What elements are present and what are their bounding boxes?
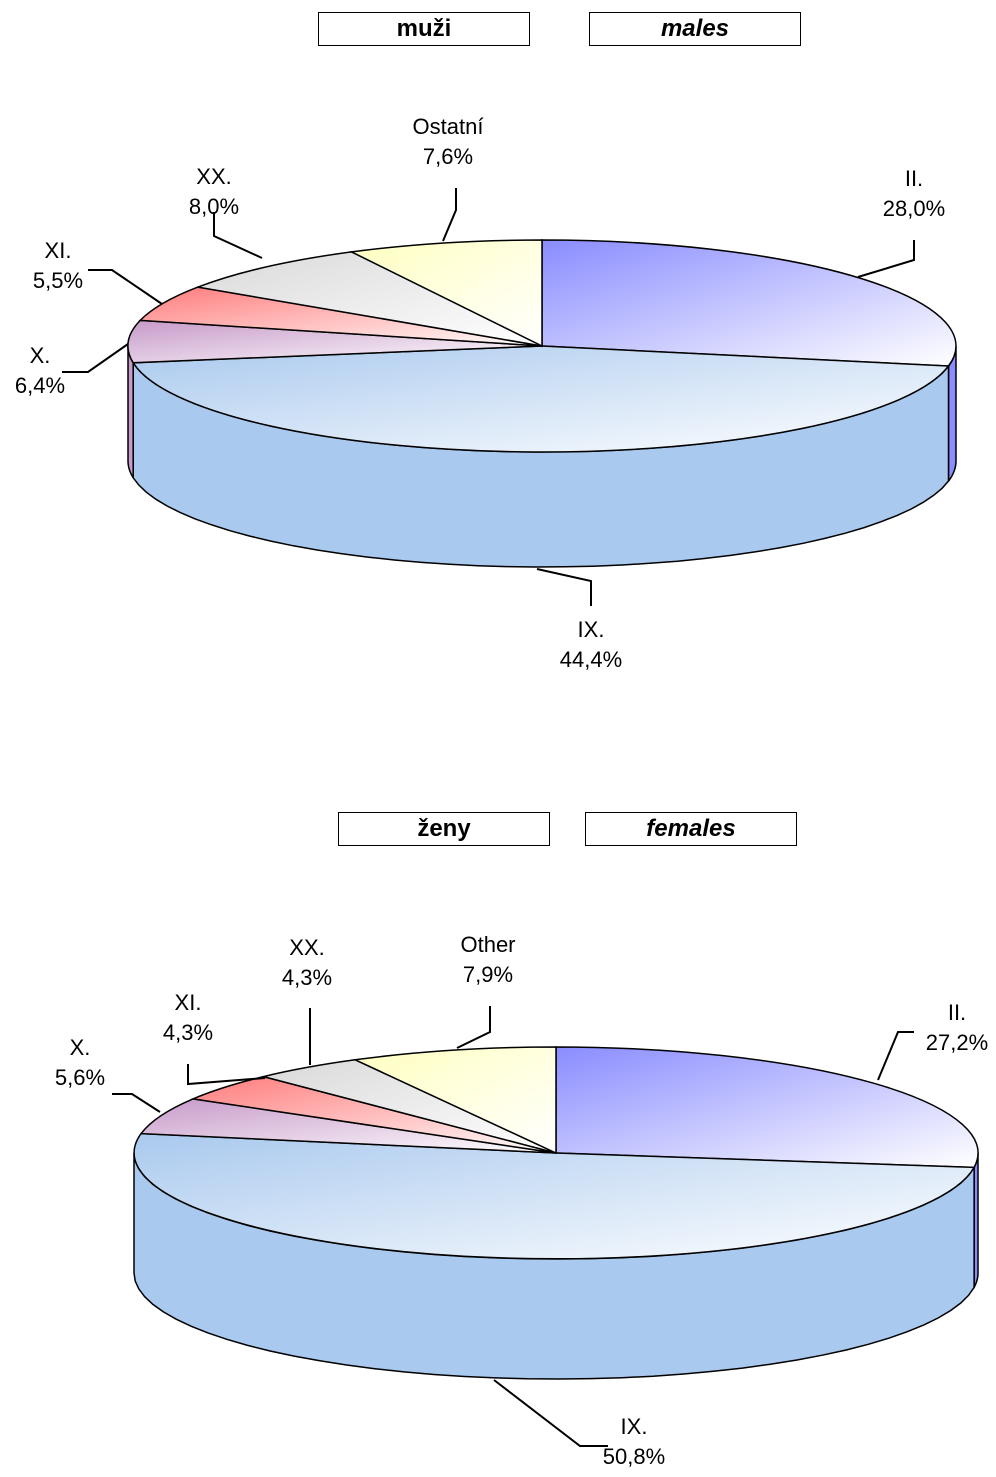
slice-label: XI. [175,990,202,1015]
slice-value-label: 5,6% [55,1065,105,1090]
leader-line [877,1031,914,1081]
pie-slice-x [139,1098,557,1154]
pie-slice-xi [138,286,543,347]
slice-value-label: 44,4% [560,647,622,672]
pie-chart-1: II. 28,0% IX. 44,4% X. 6,4% XI. 5,5% XX. 8,0% Osta… [15,114,957,672]
slice-value-label: 5,5% [33,268,83,293]
leader-line [112,1093,161,1113]
chart1-subtitle: males [589,12,801,46]
pie-wall-x [127,346,134,479]
slice-value-label: 28,0% [883,196,945,221]
slice-label: Other [460,932,515,957]
leader-line [187,1064,266,1086]
pie-slice-ii [541,239,957,367]
leader-line [857,240,915,278]
chart2-title: ženy [338,812,550,846]
pie-slice-ix [131,345,950,453]
pie-slice-ii [555,1046,979,1169]
slice-label: X. [30,343,51,368]
slice-label: XX. [196,164,231,189]
slice-value-label: 6,4% [15,373,65,398]
pie-slice-xx [195,251,543,347]
pie-slice-other [352,1046,557,1155]
slice-label: II. [948,1000,966,1025]
chart2-subtitle: females [585,812,797,846]
slice-value-label: 4,3% [163,1020,213,1045]
slice-label: X. [70,1035,91,1060]
slice-label: II. [905,166,923,191]
leader-line [88,269,163,305]
leader-line [213,212,263,259]
slice-label: IX. [621,1414,648,1439]
slice-value-label: 7,9% [463,962,513,987]
pie-slice-ostatn [349,239,543,348]
slice-value-label: 27,2% [926,1030,988,1055]
chart1-title: muži [318,12,530,46]
pie-wall-ii [947,346,957,483]
slice-label: XX. [289,935,324,960]
slice-value-label: 8,0% [189,194,239,219]
pie-chart-2: II. 27,2% IX. 50,8% X. 5,6% XI. 4,3% XX. 4,3% Othe… [55,932,988,1469]
leader-line [456,1006,491,1049]
slice-value-label: 7,6% [423,144,473,169]
leader-line [493,1379,608,1447]
slice-label: Ostatní [413,114,484,139]
leader-line [536,568,592,606]
pie-slice-ix [133,1132,976,1260]
slice-label: IX. [578,617,605,642]
slice-label: XI. [45,238,72,263]
leader-line [62,343,129,373]
leader-line [442,188,457,242]
slice-value-label: 50,8% [603,1444,665,1469]
pie-slice-x [127,319,543,364]
slice-value-label: 4,3% [282,965,332,990]
